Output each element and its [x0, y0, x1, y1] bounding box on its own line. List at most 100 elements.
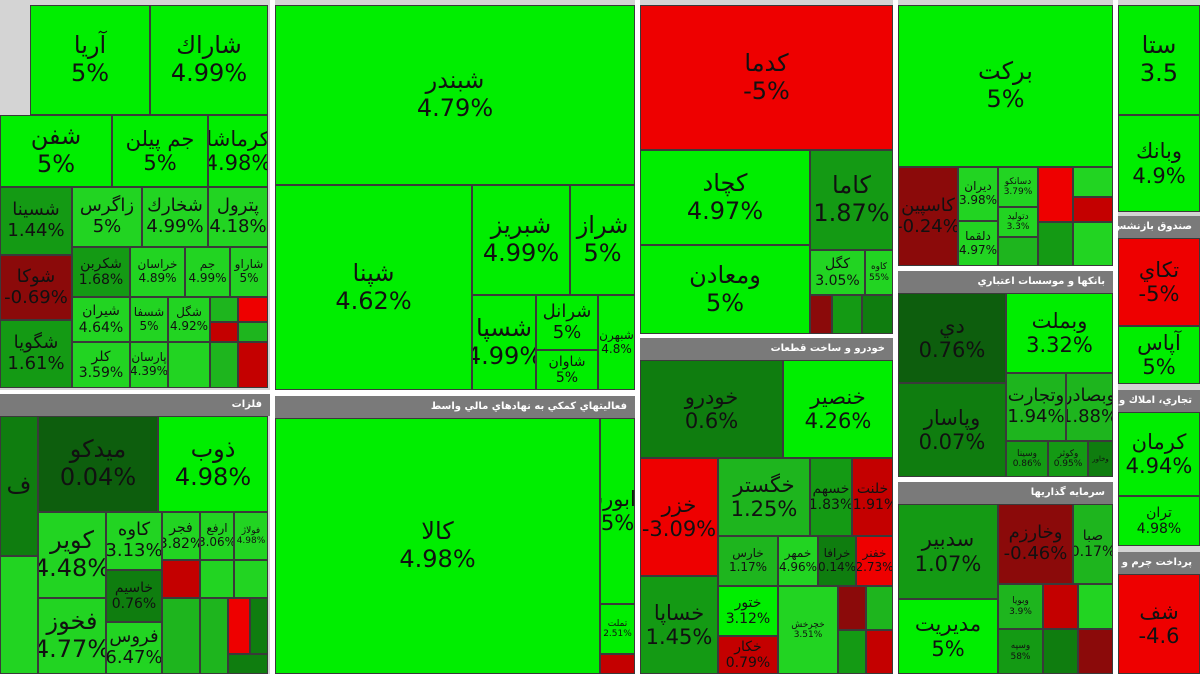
- tile-shgol[interactable]: شگل 4.92%: [168, 297, 210, 342]
- tile-shraz[interactable]: شراز 5%: [570, 185, 635, 295]
- tile-khazar[interactable]: خزر -3.09%: [640, 458, 718, 576]
- tile-zagros[interactable]: زاگرس 5%: [72, 187, 142, 247]
- tile-small-d4[interactable]: [1073, 222, 1113, 266]
- tile-sharou[interactable]: شاراو 5%: [230, 247, 268, 297]
- tile-small-d3[interactable]: [1038, 222, 1073, 266]
- tile-small-d1[interactable]: [998, 237, 1038, 266]
- tile-tkahy[interactable]: تكاي -5%: [1118, 238, 1200, 326]
- tile-kama[interactable]: كاما 1.87%: [810, 150, 893, 250]
- tile-khalir[interactable]: خلنت-1.91%: [852, 458, 893, 536]
- tile-khsahm[interactable]: خسهم 1.83%: [810, 458, 852, 536]
- tile-farabourse[interactable]: فرابورس5%: [600, 418, 635, 604]
- tile-khsapa[interactable]: خساپا 1.45%: [640, 576, 718, 674]
- tile-khanser[interactable]: خنصير 4.26%: [783, 360, 893, 458]
- tile-meydko[interactable]: ميدكو 0.04%: [38, 416, 158, 512]
- tile-kaveh-small[interactable]: كاوه 55%: [865, 250, 893, 295]
- tile-khorasan[interactable]: خراسان 4.89%: [130, 247, 185, 297]
- tile-kavir[interactable]: كوير4.48%: [38, 512, 106, 598]
- tile-kala[interactable]: كالا 4.98%: [275, 418, 600, 674]
- tile-khodro[interactable]: خودرو 0.6%: [640, 360, 783, 458]
- tile-faros[interactable]: فروس 6.47%: [106, 622, 162, 674]
- tile-barkat[interactable]: بركت 5%: [898, 5, 1113, 167]
- tile-small-red-a2[interactable]: [866, 630, 893, 674]
- tile-shbahran[interactable]: شبهرن 4.8%: [598, 295, 635, 390]
- tile-shesina[interactable]: شسينا 1.44%: [0, 187, 72, 255]
- tile-small-c[interactable]: [168, 342, 210, 388]
- tile-paras[interactable]: پارسان 4.39%: [130, 342, 168, 388]
- tile-jam[interactable]: جم 4.99%: [185, 247, 230, 297]
- tile-arfa[interactable]: ارفع3.06%: [200, 512, 234, 560]
- tile-small-red-d2[interactable]: [1073, 197, 1113, 222]
- tile-khatour[interactable]: ختور 3.12%: [718, 586, 778, 636]
- tile-saba[interactable]: صبا0.17%: [1073, 504, 1113, 584]
- tile-khchr[interactable]: خچرخش 3.51%: [778, 586, 838, 674]
- tile-small-a2[interactable]: [838, 630, 866, 674]
- tile-small-m5[interactable]: [250, 598, 268, 654]
- tile-small-red-c[interactable]: [238, 342, 268, 388]
- tile-fouladh[interactable]: فولاژ 4.98%: [234, 512, 268, 560]
- tile-small-m1[interactable]: [200, 560, 234, 598]
- tile-khasim[interactable]: خاسيم 0.76%: [106, 570, 162, 622]
- tile-vkoti[interactable]: وكوثر 0.95%: [1048, 441, 1088, 477]
- tile-kermasha[interactable]: كرماشا4.98%: [208, 115, 268, 187]
- tile-kechad[interactable]: كچاد 4.97%: [640, 150, 810, 245]
- tile-shafan[interactable]: شفن 5%: [0, 115, 112, 187]
- tile-aria[interactable]: آريا 5%: [30, 5, 150, 115]
- tile-kegol[interactable]: كگل 3.05%: [810, 250, 865, 295]
- tile-kela[interactable]: كلر 3.59%: [72, 342, 130, 388]
- tile-small-i1[interactable]: [1078, 584, 1113, 629]
- tile-di[interactable]: دي 0.76%: [898, 293, 1006, 383]
- tile-small-i2[interactable]: [1043, 629, 1078, 674]
- tile-vbouya[interactable]: وبويا 3.9%: [998, 584, 1043, 629]
- tile-modirit[interactable]: مديريت 5%: [898, 599, 998, 674]
- tile-vakhavar[interactable]: وخاور: [1088, 441, 1113, 477]
- tile-small-red-b[interactable]: [210, 322, 238, 342]
- tile-small-a1[interactable]: [866, 586, 893, 630]
- tile-dirian[interactable]: ديران 3.98%: [958, 167, 998, 221]
- tile-small-red-i2[interactable]: [1078, 629, 1113, 674]
- tile-sharan[interactable]: شرانل 5%: [536, 295, 598, 350]
- tile-dasaka[interactable]: دسانكو 3.79%: [998, 167, 1038, 207]
- tile-sadbir[interactable]: سدبير 1.07%: [898, 504, 998, 599]
- tile-kharas[interactable]: خارس 1.17%: [718, 536, 778, 586]
- tile-shavan[interactable]: شاوان 5%: [536, 350, 598, 390]
- tile-small-m3[interactable]: [162, 598, 200, 674]
- tile-tran[interactable]: تران 4.98%: [1118, 496, 1200, 546]
- tile-vabank[interactable]: وبانك 4.9%: [1118, 115, 1200, 212]
- tile-small-k2[interactable]: [862, 295, 893, 334]
- tile-small-k1[interactable]: [832, 295, 862, 334]
- tile-small-b[interactable]: [238, 322, 268, 342]
- tile-kerman[interactable]: كرمان 4.94%: [1118, 412, 1200, 496]
- tile-kadma[interactable]: كدما -5%: [640, 5, 893, 150]
- tile-shiran[interactable]: شيران 4.64%: [72, 297, 130, 342]
- tile-vabmelat[interactable]: وبملت 3.32%: [1006, 293, 1113, 373]
- tile-apas[interactable]: آپاس 5%: [1118, 326, 1200, 384]
- tile-shf[interactable]: شف -4.6: [1118, 574, 1200, 674]
- tile-kaveh[interactable]: كاوه 3.13%: [106, 512, 162, 570]
- tile-khomhr[interactable]: خمهر 4.96%: [778, 536, 818, 586]
- tile-dtolid[interactable]: دتوليد 3.3%: [998, 207, 1038, 237]
- tile-shouka[interactable]: شوكا -0.69%: [0, 255, 72, 320]
- tile-khakar[interactable]: خكار 0.79%: [718, 636, 778, 674]
- tile-zob[interactable]: ذوب 4.98%: [158, 416, 268, 512]
- tile-shekarbon[interactable]: شكربن 1.68%: [72, 247, 130, 297]
- tile-khraf[interactable]: خرافا 0.14%: [818, 536, 856, 586]
- tile-vsepahan[interactable]: وسپه 58%: [998, 629, 1043, 674]
- tile-khgostar[interactable]: خگستر 1.25%: [718, 458, 810, 536]
- tile-vsina[interactable]: وسينا 0.86%: [1006, 441, 1048, 477]
- tile-maaden[interactable]: ومعادن 5%: [640, 245, 810, 334]
- tile-petrol[interactable]: پترول 4.18%: [208, 187, 268, 247]
- tile-small-red-a1[interactable]: [838, 586, 866, 630]
- tile-shesapa[interactable]: شسپا4.99%: [472, 295, 536, 390]
- tile-small-red-m1[interactable]: [162, 560, 200, 598]
- tile-small-red-d1[interactable]: [1038, 167, 1073, 222]
- tile-shegoya[interactable]: شگويا 1.61%: [0, 320, 72, 388]
- tile-shesfa[interactable]: شسفا 5%: [130, 297, 168, 342]
- tile-kaspin[interactable]: كاسپين -0.24%: [898, 167, 958, 266]
- tile-small-red-k1[interactable]: [810, 295, 832, 334]
- tile-tamlat[interactable]: تملت 2.51%: [600, 604, 635, 654]
- tile-jampilan[interactable]: جم پيلن 5%: [112, 115, 208, 187]
- tile-kharazm[interactable]: وخارزم -0.46%: [998, 504, 1073, 584]
- tile-small-d[interactable]: [210, 342, 238, 388]
- tile-shabriz[interactable]: شبريز 4.99%: [472, 185, 570, 295]
